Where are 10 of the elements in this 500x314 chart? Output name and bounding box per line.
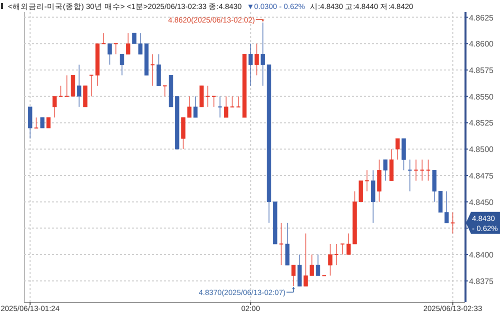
y-tick-label: 4.8375 — [469, 276, 494, 286]
y-tick-label: 4.8575 — [469, 66, 494, 75]
y-tick-label: 4.8450 — [469, 198, 494, 207]
y-tick-label: 4.8525 — [469, 118, 494, 128]
y-tick-label: 4.8600 — [469, 40, 494, 49]
y-tick-label: 4.8500 — [469, 145, 494, 154]
y-tick-label: 4.8625 — [469, 13, 494, 22]
y-tick-label: 4.8475 — [469, 171, 494, 180]
y-tick-label: 4.8550 — [469, 92, 494, 102]
y-tick-label: 4.8400 — [469, 250, 494, 260]
